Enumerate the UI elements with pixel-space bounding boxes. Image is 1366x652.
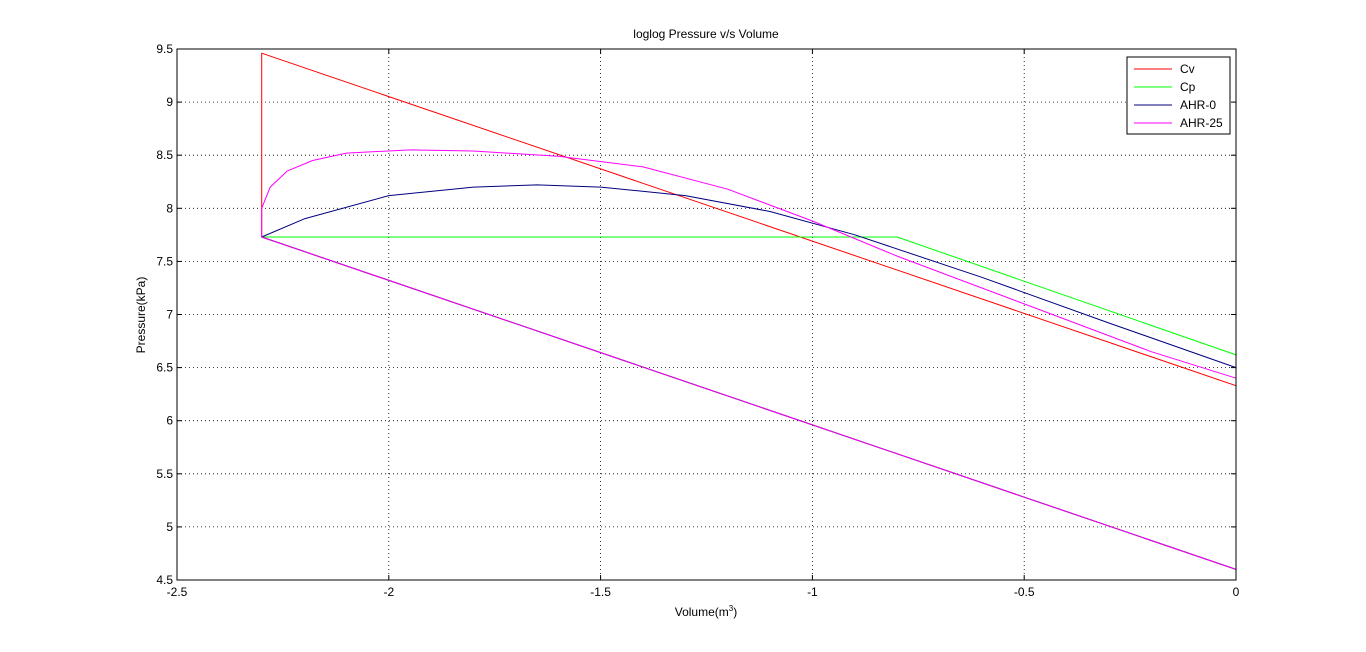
x-tick-label: 0 [1233, 585, 1240, 599]
y-axis-label: Pressure(kPa) [134, 277, 148, 354]
y-tick-label: 5 [166, 520, 173, 534]
y-tick-label: 9 [166, 95, 173, 109]
legend: Cv Cp AHR-0 AHR-25 [1126, 56, 1231, 135]
x-axis-label: Volume(m3) [675, 604, 737, 619]
legend-label-cv: Cv [1180, 62, 1195, 76]
grid [177, 49, 1236, 580]
y-axis: 4.5 5 5.5 6 6.5 7 7.5 8 8.5 9 9.5 [156, 42, 1236, 587]
x-tick-label: -1.5 [590, 585, 611, 599]
y-tick-label: 8 [166, 201, 173, 215]
legend-label-ahr-0: AHR-0 [1180, 98, 1216, 112]
y-tick-label: 5.5 [156, 467, 173, 481]
x-tick-label: -2.5 [167, 585, 188, 599]
y-tick-label: 9.5 [156, 42, 173, 56]
x-axis: -2.5 -2 -1.5 -1 -0.5 0 [167, 49, 1240, 599]
legend-box [1126, 56, 1231, 135]
y-tick-label: 6.5 [156, 361, 173, 375]
legend-label-cp: Cp [1180, 80, 1196, 94]
x-tick-label: -1 [807, 585, 818, 599]
x-tick-label: -0.5 [1014, 585, 1035, 599]
legend-label-ahr-25: AHR-25 [1180, 116, 1223, 130]
x-tick-label: -2 [383, 585, 394, 599]
y-tick-label: 6 [166, 414, 173, 428]
y-tick-label: 4.5 [156, 573, 173, 587]
chart-title: loglog Pressure v/s Volume [633, 27, 779, 41]
x-axis-label-superscript: 3 [729, 604, 734, 613]
series-line-ahr-25 [261, 149, 1237, 570]
y-tick-label: 7.5 [156, 254, 173, 268]
y-tick-label: 7 [166, 308, 173, 322]
y-tick-label: 8.5 [156, 148, 173, 162]
series-layer [261, 52, 1237, 570]
series-line-ahr-0 [261, 184, 1237, 570]
